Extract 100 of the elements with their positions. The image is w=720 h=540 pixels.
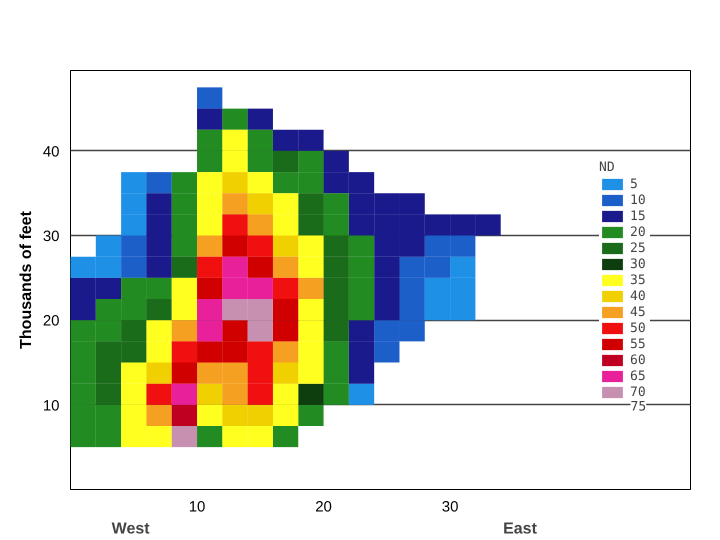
point: [374, 320, 400, 342]
point: [146, 426, 172, 448]
point: [96, 341, 122, 363]
point: [348, 341, 374, 363]
point: [121, 236, 146, 257]
point: [146, 404, 172, 426]
point: [222, 108, 248, 130]
point: [146, 299, 172, 320]
point: [222, 362, 248, 384]
point: [172, 320, 198, 342]
legend-label: 20: [630, 224, 647, 240]
point: [172, 236, 198, 257]
point: [248, 320, 273, 342]
point: [197, 193, 222, 214]
point: [70, 299, 96, 320]
point: [324, 362, 349, 384]
point: [348, 193, 374, 214]
point: [172, 214, 198, 236]
point: [272, 236, 298, 257]
point: [348, 320, 374, 342]
legend-label: 40: [630, 288, 647, 304]
point: [248, 150, 273, 172]
point: [272, 320, 298, 342]
x-tick-label: 30: [442, 498, 458, 516]
point: [222, 236, 248, 257]
point: [324, 193, 349, 214]
x-tick-label: 20: [315, 498, 332, 516]
point: [450, 214, 476, 236]
point: [121, 362, 146, 384]
point: [197, 108, 222, 130]
point: [272, 150, 298, 172]
legend-label: 10: [630, 192, 647, 208]
point: [348, 299, 374, 320]
legend-label: 50: [630, 320, 647, 336]
point: [121, 193, 146, 214]
point: [348, 384, 374, 405]
point: [146, 214, 172, 236]
point: [197, 236, 222, 257]
point: [324, 299, 349, 320]
point: [298, 362, 324, 384]
y-tick-label: 20: [42, 312, 60, 330]
point: [121, 320, 146, 342]
point: [348, 278, 374, 300]
point: [96, 278, 122, 300]
point: [121, 214, 146, 236]
point: [96, 384, 122, 405]
x-tick-label: 10: [188, 498, 206, 516]
point: [248, 362, 273, 384]
point: [197, 172, 222, 194]
point: [146, 236, 172, 257]
point: [374, 278, 400, 300]
point: [298, 236, 324, 257]
point: [475, 214, 501, 236]
point: [248, 256, 273, 278]
point: [450, 299, 476, 320]
point: [121, 299, 146, 320]
point: [248, 299, 273, 320]
point: [197, 299, 222, 320]
point: [374, 214, 400, 236]
point: [197, 341, 222, 363]
point: [298, 384, 324, 405]
legend-label: 30: [630, 256, 647, 272]
point: [248, 341, 273, 363]
point: [348, 362, 374, 384]
point: [96, 320, 122, 342]
point: [146, 362, 172, 384]
point: [248, 214, 273, 236]
point: [146, 278, 172, 300]
point: [424, 256, 450, 278]
point: [272, 172, 298, 194]
point: [374, 236, 400, 257]
point: [324, 236, 349, 257]
point: [298, 299, 324, 320]
point: [121, 278, 146, 300]
point: [222, 256, 248, 278]
point: [121, 172, 146, 194]
point: [222, 320, 248, 342]
point: [121, 404, 146, 426]
y-tick-label: 10: [42, 397, 60, 414]
point: [70, 320, 96, 342]
point: [70, 256, 96, 278]
point: [424, 278, 450, 300]
point: [172, 426, 198, 448]
point: [324, 341, 349, 363]
text: East: [503, 520, 538, 538]
point: [324, 278, 349, 300]
point: [172, 341, 198, 363]
point: [197, 130, 222, 151]
point: [121, 384, 146, 405]
point: [222, 426, 248, 448]
point: [121, 426, 146, 448]
point: [399, 299, 425, 320]
point: [222, 384, 248, 405]
point: [197, 320, 222, 342]
point: [197, 426, 222, 448]
point: [96, 236, 122, 257]
point: [197, 384, 222, 405]
point: [146, 320, 172, 342]
point: [298, 150, 324, 172]
point: [298, 214, 324, 236]
